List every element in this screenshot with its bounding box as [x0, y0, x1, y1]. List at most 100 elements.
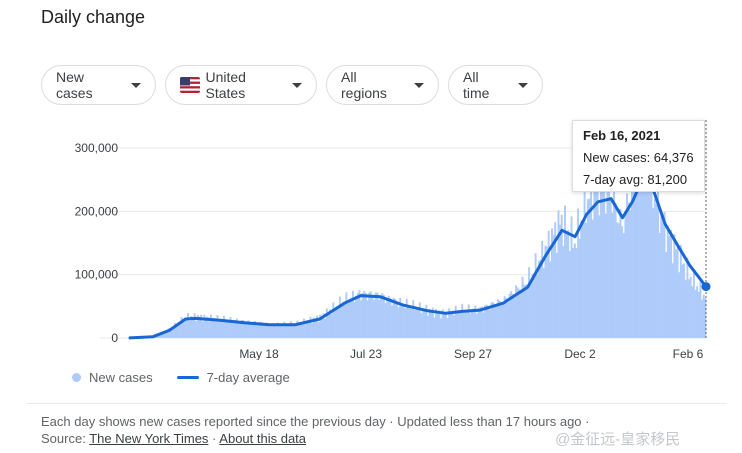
- bar: [622, 233, 625, 338]
- x-tick-label: Sep 27: [454, 347, 492, 360]
- bar: [555, 252, 558, 338]
- bar: [657, 184, 659, 338]
- legend-average-label: 7-day average: [206, 369, 290, 385]
- bar: [493, 306, 496, 338]
- bar: [271, 323, 274, 338]
- bar: [630, 174, 633, 338]
- bar: [686, 257, 689, 338]
- bar: [330, 314, 333, 338]
- bar: [169, 329, 172, 338]
- bar: [446, 318, 449, 338]
- bar: [449, 313, 452, 338]
- bar: [410, 308, 413, 338]
- bar: [544, 245, 547, 338]
- bar: [177, 323, 180, 338]
- bar: [444, 312, 447, 338]
- bar: [433, 317, 436, 338]
- bar: [257, 324, 260, 338]
- bar: [329, 309, 331, 338]
- bar: [369, 291, 372, 338]
- bar: [293, 324, 296, 338]
- bar: [580, 220, 583, 338]
- bar: [379, 298, 382, 338]
- bar: [694, 289, 697, 338]
- bar: [229, 317, 232, 338]
- bar: [208, 321, 211, 338]
- bar: [640, 164, 643, 338]
- bar: [562, 246, 565, 338]
- bar: [371, 296, 374, 338]
- bar: [435, 308, 438, 338]
- time-range-dropdown[interactable]: All time: [448, 65, 543, 105]
- about-data-link[interactable]: About this data: [219, 431, 307, 446]
- bar: [285, 324, 287, 338]
- bar: [165, 331, 168, 338]
- source-link[interactable]: The New York Times: [89, 431, 209, 446]
- bar: [418, 302, 421, 338]
- bar: [391, 305, 394, 338]
- bar: [508, 293, 511, 338]
- bar: [306, 320, 309, 338]
- bar: [350, 297, 353, 338]
- bar: [490, 302, 493, 338]
- bar: [361, 293, 364, 338]
- bar: [542, 268, 545, 338]
- y-tick-label: 100,000: [75, 268, 119, 282]
- bar: [454, 305, 457, 338]
- bar: [502, 301, 504, 338]
- bar: [226, 320, 229, 338]
- bar: [223, 315, 225, 338]
- bar: [550, 228, 553, 338]
- bar: [327, 311, 330, 338]
- bar: [364, 292, 367, 338]
- bar: [670, 229, 673, 338]
- bar: [164, 331, 167, 338]
- bar: [298, 325, 300, 338]
- region-dropdown[interactable]: All regions: [326, 65, 439, 105]
- bar: [322, 313, 325, 338]
- bar: [448, 308, 451, 338]
- bar: [591, 219, 594, 338]
- bar: [609, 197, 612, 338]
- bar: [430, 310, 433, 338]
- bar: [469, 313, 472, 338]
- bar: [572, 247, 575, 338]
- bar: [170, 327, 173, 338]
- bar: [537, 260, 540, 338]
- bar: [319, 314, 322, 338]
- bar: [440, 318, 442, 338]
- bar: [536, 274, 539, 338]
- tooltip-average: 7-day avg: 81,200: [583, 172, 688, 187]
- bar: [521, 276, 524, 338]
- bar: [185, 318, 188, 338]
- metric-dropdown[interactable]: New cases: [41, 65, 156, 105]
- country-dropdown[interactable]: United States: [165, 65, 317, 105]
- bar: [422, 308, 425, 338]
- bar: [616, 222, 619, 338]
- bar: [464, 309, 467, 338]
- bar: [643, 136, 646, 338]
- bar: [678, 272, 681, 338]
- bar: [647, 182, 650, 338]
- bar: [632, 171, 635, 338]
- bar: [498, 300, 501, 338]
- bar: [224, 320, 227, 338]
- bar: [661, 221, 664, 338]
- x-tick-label: Feb 6: [673, 347, 704, 360]
- bar: [182, 322, 185, 338]
- time-range-dropdown-label: All time: [463, 69, 490, 101]
- bar: [275, 326, 278, 338]
- bar: [409, 306, 411, 338]
- bar: [495, 306, 498, 338]
- bar: [309, 316, 312, 338]
- bar: [696, 286, 699, 338]
- bar: [337, 308, 340, 338]
- bar: [392, 297, 395, 338]
- bar: [423, 309, 426, 338]
- bar: [227, 320, 230, 338]
- bar: [593, 188, 596, 338]
- bar: [467, 304, 470, 338]
- tooltip-date: Feb 16, 2021: [583, 128, 661, 143]
- bar: [302, 318, 305, 338]
- bar: [263, 323, 266, 338]
